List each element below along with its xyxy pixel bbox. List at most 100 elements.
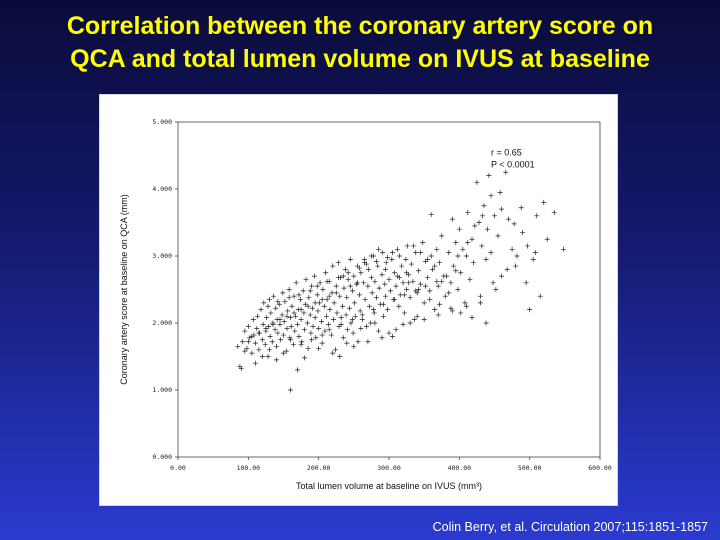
data-point bbox=[249, 333, 255, 339]
data-point bbox=[434, 278, 440, 284]
data-point bbox=[534, 213, 540, 219]
data-point bbox=[326, 327, 332, 333]
data-point bbox=[368, 253, 374, 259]
data-point bbox=[453, 268, 459, 274]
data-point bbox=[259, 337, 265, 343]
data-point bbox=[301, 310, 307, 316]
data-point bbox=[263, 325, 269, 331]
data-point bbox=[379, 335, 385, 341]
data-point bbox=[307, 288, 313, 294]
data-point bbox=[288, 315, 294, 321]
plot-frame bbox=[177, 121, 601, 458]
data-point bbox=[319, 332, 325, 338]
data-point bbox=[387, 288, 393, 294]
data-point bbox=[292, 328, 298, 334]
data-point bbox=[303, 276, 309, 282]
data-point bbox=[481, 203, 487, 209]
y-tick-label: 5.000 bbox=[152, 118, 172, 126]
data-point bbox=[328, 332, 334, 338]
data-point bbox=[296, 333, 302, 339]
data-point bbox=[309, 283, 315, 289]
data-point bbox=[289, 303, 295, 309]
data-point bbox=[449, 308, 455, 314]
data-point bbox=[448, 280, 454, 286]
data-point bbox=[530, 256, 536, 262]
data-point bbox=[260, 321, 266, 327]
data-point bbox=[425, 274, 431, 280]
data-point bbox=[480, 213, 486, 219]
x-tick-label: 400.00 bbox=[448, 464, 472, 472]
data-point bbox=[371, 310, 377, 316]
data-point bbox=[271, 293, 277, 299]
data-point bbox=[406, 280, 412, 286]
data-point bbox=[269, 339, 275, 345]
data-point bbox=[560, 246, 566, 252]
data-point bbox=[242, 348, 248, 354]
data-point bbox=[322, 328, 328, 334]
data-point bbox=[525, 243, 531, 249]
data-point bbox=[479, 243, 485, 249]
data-point bbox=[361, 280, 367, 286]
data-point bbox=[425, 256, 431, 262]
data-point bbox=[302, 327, 308, 333]
data-point bbox=[504, 266, 510, 272]
x-tick-label: 600.00 bbox=[588, 464, 612, 472]
data-point bbox=[401, 310, 407, 316]
data-point bbox=[467, 276, 473, 282]
data-point bbox=[373, 295, 379, 301]
data-point bbox=[411, 317, 417, 323]
data-point bbox=[306, 295, 312, 301]
data-point bbox=[474, 179, 480, 185]
data-point bbox=[280, 290, 286, 296]
data-point bbox=[492, 213, 497, 219]
data-point bbox=[460, 246, 466, 252]
data-point bbox=[455, 253, 461, 259]
data-point bbox=[383, 260, 389, 266]
data-point bbox=[393, 327, 399, 333]
data-point bbox=[363, 323, 369, 329]
data-point bbox=[409, 261, 415, 267]
data-point bbox=[392, 297, 398, 303]
data-point bbox=[277, 321, 283, 327]
data-point bbox=[375, 246, 381, 252]
data-point bbox=[366, 266, 372, 272]
data-point bbox=[499, 206, 505, 212]
data-point bbox=[261, 300, 267, 306]
data-point bbox=[351, 273, 357, 279]
data-point bbox=[397, 274, 403, 280]
data-point bbox=[316, 325, 322, 331]
data-point bbox=[356, 265, 362, 271]
data-point bbox=[413, 250, 419, 256]
data-point bbox=[497, 189, 503, 195]
data-point bbox=[503, 169, 509, 175]
data-point bbox=[404, 270, 410, 276]
data-point bbox=[432, 263, 438, 269]
data-point bbox=[326, 293, 332, 299]
data-point bbox=[375, 263, 381, 269]
data-point bbox=[292, 313, 298, 319]
slide-title: Correlation between the coronary artery … bbox=[0, 10, 720, 76]
data-point bbox=[240, 339, 246, 345]
data-point bbox=[302, 301, 308, 307]
data-point bbox=[266, 347, 272, 353]
data-point bbox=[337, 354, 343, 359]
data-point bbox=[358, 270, 364, 276]
data-point bbox=[490, 280, 496, 286]
data-point bbox=[448, 305, 454, 311]
data-point bbox=[345, 327, 351, 333]
data-point bbox=[304, 320, 310, 326]
data-point bbox=[463, 303, 469, 309]
data-point bbox=[400, 321, 406, 327]
data-point bbox=[298, 307, 304, 313]
data-point bbox=[330, 263, 336, 269]
data-point bbox=[350, 330, 356, 336]
data-point bbox=[399, 263, 405, 269]
title-line-2: QCA and total lumen volume on IVUS at ba… bbox=[70, 45, 650, 73]
title-line-1: Correlation between the coronary artery … bbox=[66, 12, 654, 40]
data-point bbox=[359, 312, 365, 318]
data-point bbox=[282, 299, 288, 305]
data-point bbox=[256, 330, 262, 336]
data-point bbox=[394, 246, 400, 252]
data-point bbox=[414, 313, 420, 319]
data-point bbox=[288, 337, 294, 343]
